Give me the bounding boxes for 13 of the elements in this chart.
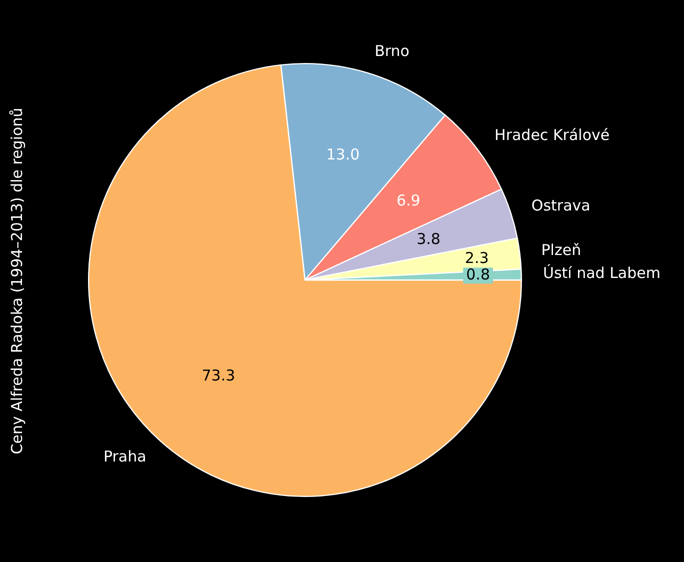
slice-label: Plzeň xyxy=(541,240,582,259)
slice-label: Hradec Králové xyxy=(494,126,610,144)
slice-label: Brno xyxy=(374,42,410,60)
slice-label: Ústí nad Labem xyxy=(542,264,660,282)
data-label: 3.8 xyxy=(416,230,440,248)
data-label: 6.9 xyxy=(396,191,420,210)
slice-label: Praha xyxy=(103,447,146,466)
data-label: 13.0 xyxy=(326,146,360,164)
data-label: 73.3 xyxy=(202,366,236,385)
data-label: 0.8 xyxy=(466,266,490,284)
text: Ceny Alfreda Radoka (1994–2013) dle regionů xyxy=(8,108,26,454)
slice-label: Ostrava xyxy=(531,196,590,214)
data-label: 2.3 xyxy=(464,248,489,267)
